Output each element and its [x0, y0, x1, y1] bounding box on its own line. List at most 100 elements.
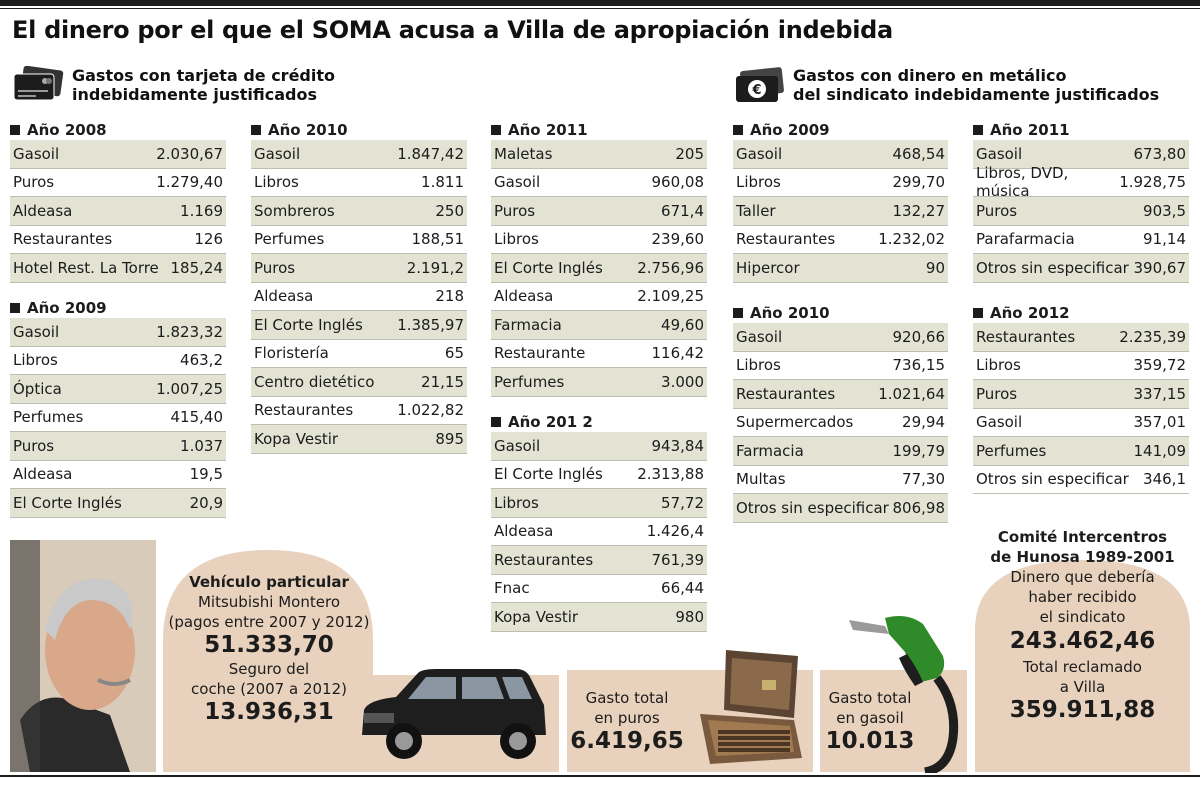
- table-row: Restaurantes 1.022,82: [251, 397, 467, 425]
- table-row: Kopa Vestir 895: [251, 425, 467, 454]
- table-row: Gasoil 468,54: [733, 140, 948, 169]
- table-row: El Corte Inglés 2.313,88: [491, 461, 707, 489]
- insurance-line2: coche (2007 a 2012): [191, 680, 347, 698]
- table-row: Gasoil 1.823,32: [10, 318, 226, 347]
- card-section-header: Gastos con tarjeta de crédito indebidame…: [12, 66, 335, 106]
- table-row: Puros 1.037: [10, 432, 226, 461]
- row-label: Farmacia: [494, 315, 562, 334]
- row-value: 346,1: [1143, 470, 1186, 489]
- table-row: Perfumes 188,51: [251, 226, 467, 254]
- fuel-nozzle-image: [849, 616, 959, 773]
- row-label: Puros: [13, 436, 55, 455]
- row-label: El Corte Inglés: [494, 258, 603, 277]
- row-label: Restaurantes: [494, 550, 594, 569]
- table-row: Farmacia 199,79: [733, 437, 948, 466]
- row-label: Hipercor: [736, 258, 800, 277]
- row-value: 673,80: [1133, 144, 1187, 163]
- row-value: 116,42: [651, 344, 705, 363]
- row-label: Gasoil: [976, 144, 1023, 163]
- row-value: 1.022,82: [397, 401, 464, 420]
- row-value: 463,2: [180, 351, 223, 370]
- table-row: Farmacia 49,60: [491, 311, 707, 340]
- row-label: Restaurantes: [254, 401, 354, 420]
- row-label: Restaurante: [494, 344, 586, 363]
- row-value: 126: [194, 230, 223, 249]
- square-bullet-icon: [733, 308, 743, 318]
- insurance-amount: 13.936,31: [204, 699, 334, 725]
- row-value: 761,39: [651, 550, 705, 569]
- year-label: Año 2009: [27, 299, 107, 317]
- table-cash-2009: Año 2009 Gasoil 468,54 Libros 299,70 Taller 13…: [733, 120, 948, 283]
- table-row: Sombreros 250: [251, 197, 467, 226]
- year-heading: Año 2011: [491, 120, 707, 140]
- row-value: 1.232,02: [878, 230, 945, 249]
- table-row: Libros 359,72: [973, 352, 1189, 380]
- row-label: Aldeasa: [254, 287, 314, 306]
- row-value: 1.426,4: [646, 522, 704, 541]
- year-heading: Año 2009: [10, 298, 226, 318]
- row-value: 1.037: [180, 436, 223, 455]
- square-bullet-icon: [10, 125, 20, 135]
- year-heading: Año 2009: [733, 120, 948, 140]
- row-label: Perfumes: [976, 441, 1047, 460]
- row-label: El Corte Inglés: [494, 465, 603, 484]
- year-label: Año 2011: [990, 121, 1070, 139]
- table-row: Floristería 65: [251, 340, 467, 368]
- table-row: Puros 337,15: [973, 380, 1189, 409]
- table-row: Libros 463,2: [10, 347, 226, 375]
- row-value: 390,67: [1133, 258, 1187, 277]
- table-row: Fnac 66,44: [491, 575, 707, 603]
- table-row: Taller 132,27: [733, 197, 948, 226]
- row-label: Otros sin especificar: [976, 258, 1129, 277]
- bottom-rule: [0, 775, 1200, 777]
- row-value: 736,15: [892, 356, 946, 375]
- table-row: Libros 57,72: [491, 489, 707, 518]
- row-value: 3.000: [661, 372, 704, 391]
- card-section-title-2: indebidamente justificados: [72, 85, 317, 104]
- row-label: Perfumes: [494, 372, 565, 391]
- row-label: Kopa Vestir: [494, 607, 579, 626]
- committee-line2: de Hunosa 1989-2001: [990, 548, 1175, 566]
- row-value: 19,5: [189, 465, 223, 484]
- row-value: 57,72: [661, 493, 704, 512]
- row-label: El Corte Inglés: [254, 315, 363, 334]
- row-value: 188,51: [411, 230, 465, 249]
- year-label: Año 2012: [990, 304, 1070, 322]
- cigars-line1: Gasto total: [585, 689, 669, 707]
- euro-banknotes-icon: €: [736, 67, 784, 102]
- row-label: Libros: [254, 173, 299, 192]
- table-row: Libros 299,70: [733, 169, 948, 197]
- table-row: El Corte Inglés 1.385,97: [251, 311, 467, 340]
- table-cash-2011: Año 2011 Gasoil 673,80 Libros, DVD, música 1…: [973, 120, 1189, 283]
- row-label: Multas: [736, 470, 786, 489]
- row-value: 1.169: [180, 201, 223, 220]
- year-heading: Año 2011: [973, 120, 1189, 140]
- table-row: Gasoil 357,01: [973, 409, 1189, 437]
- row-value: 415,40: [170, 408, 224, 427]
- table-row: Perfumes 141,09: [973, 437, 1189, 466]
- row-value: 920,66: [892, 327, 946, 346]
- row-value: 2.109,25: [637, 287, 704, 306]
- table-row: Otros sin especificar 390,67: [973, 254, 1189, 283]
- row-value: 943,84: [651, 436, 705, 455]
- row-value: 91,14: [1143, 230, 1186, 249]
- row-label: Parafarmacia: [976, 230, 1075, 249]
- table-row: Restaurantes 1.021,64: [733, 380, 948, 409]
- square-bullet-icon: [973, 308, 983, 318]
- table-card-2010: Año 2010 Gasoil 1.847,42 Libros 1.811 Sombrer…: [251, 120, 467, 454]
- row-value: 1.021,64: [878, 384, 945, 403]
- row-value: 65: [444, 344, 464, 363]
- committee-panel-shape: [975, 560, 1190, 772]
- row-value: 250: [435, 201, 464, 220]
- table-row: Kopa Vestir 980: [491, 603, 707, 632]
- cigar-box-image: [700, 650, 802, 764]
- row-label: Centro dietético: [254, 372, 375, 391]
- row-value: 2.191,2: [406, 258, 464, 277]
- table-row: Gasoil 673,80: [973, 140, 1189, 169]
- row-label: Maletas: [494, 144, 553, 163]
- cash-section-title-2: del sindicato indebidamente justificados: [793, 85, 1160, 104]
- row-value: 1.279,40: [156, 173, 223, 192]
- row-label: Libros: [494, 230, 539, 249]
- insurance-line1: Seguro del: [228, 660, 310, 678]
- row-label: Gasoil: [494, 436, 541, 455]
